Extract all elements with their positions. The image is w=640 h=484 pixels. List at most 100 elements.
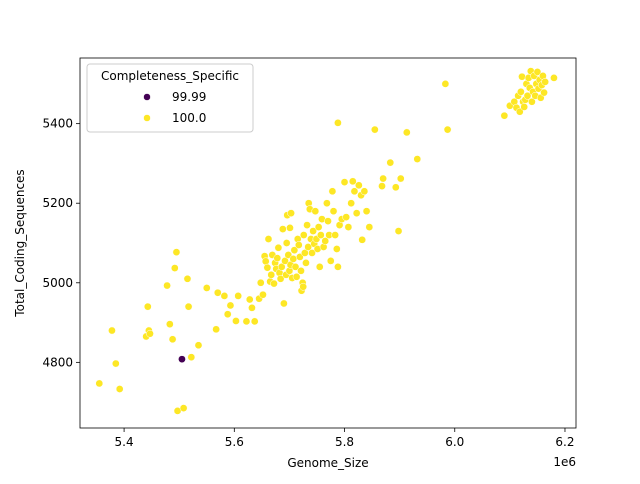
scatter-point [324, 217, 332, 225]
points-layer [95, 67, 558, 415]
scatter-point [386, 158, 395, 167]
scatter-point [309, 227, 317, 235]
scatter-point [334, 263, 342, 271]
scatter-point [234, 292, 243, 300]
scatter-point [276, 274, 285, 283]
scatter-point [170, 264, 179, 272]
scatter-point [358, 235, 367, 244]
scatter-point [168, 335, 177, 344]
legend-label-99-99: 99.99 [172, 90, 206, 104]
scatter-point [308, 249, 316, 257]
x-tick-label: 5.8 [335, 435, 354, 449]
scatter-point [413, 155, 422, 163]
scatter-point [95, 379, 104, 388]
scatter-point [518, 72, 526, 81]
scatter-point [314, 223, 323, 231]
scatter-point [261, 257, 270, 266]
y-tick-label: 5200 [42, 196, 73, 210]
scatter-point [540, 88, 548, 97]
scatter-point [391, 183, 400, 192]
scatter-point [342, 213, 351, 221]
legend-marker-99-99 [143, 93, 151, 101]
scatter-point [163, 281, 171, 290]
scatter-point [146, 329, 154, 338]
scatter-point [179, 404, 188, 412]
scatter-point [245, 295, 254, 304]
scatter-point [242, 317, 251, 326]
scatter-point [370, 125, 379, 134]
scatter-point [183, 274, 192, 283]
scatter-point [273, 254, 282, 262]
y-tick-label: 5400 [42, 117, 73, 131]
x-offset-label: 1e6 [553, 455, 576, 469]
scatter-point [256, 278, 265, 287]
scatter-point [328, 187, 337, 196]
x-tick-label: 5.4 [115, 435, 134, 449]
x-axis-label: Genome_Size [287, 456, 368, 470]
scatter-point [394, 227, 403, 235]
scatter-point [232, 317, 240, 325]
scatter-point [350, 187, 359, 196]
scatter-point [172, 248, 181, 256]
scatter-point [299, 282, 308, 291]
scatter-point [402, 128, 411, 137]
scatter-point [115, 385, 124, 393]
scatter-point [187, 353, 196, 362]
y-tick-label: 5000 [42, 276, 73, 290]
scatter-point [340, 178, 349, 186]
scatter-point [213, 288, 222, 297]
scatter-point [441, 80, 450, 88]
scatter-point [362, 207, 371, 216]
scatter-point [533, 68, 542, 76]
scatter-point [280, 299, 288, 308]
y-axis-label: Total_Coding_Sequences [13, 169, 27, 317]
scatter-point [248, 304, 256, 312]
scatter-point [212, 325, 220, 334]
y-axis: 4800 5000 5200 5400 [42, 117, 80, 369]
scatter-point [111, 359, 120, 368]
scatter-point [334, 119, 342, 127]
scatter-point [165, 320, 174, 329]
scatter-point [443, 125, 452, 134]
scatter-point [515, 107, 524, 116]
scatter-point [378, 182, 386, 190]
x-tick-label: 6.2 [555, 435, 574, 449]
scatter-point [178, 355, 186, 364]
scatter-point [297, 267, 305, 275]
scatter-point [270, 279, 278, 288]
scatter-point [220, 292, 229, 300]
scatter-point [329, 207, 338, 216]
legend-marker-100-0 [143, 114, 151, 122]
scatter-point [500, 111, 509, 120]
scatter-point [202, 284, 211, 292]
scatter-point [143, 302, 152, 311]
scatter-point [365, 223, 374, 231]
scatter-point [294, 241, 303, 249]
scatter-point [379, 174, 387, 183]
scatter-point [267, 270, 276, 279]
scatter-point [344, 223, 353, 231]
legend-title: Completeness_Specific [101, 69, 239, 83]
scatter-point [360, 187, 369, 196]
scatter-point [303, 221, 311, 229]
scatter-point [523, 91, 532, 100]
scatter-point [520, 103, 529, 111]
scatter-point [292, 272, 301, 281]
scatter-point [291, 263, 300, 271]
scatter-point [274, 243, 283, 252]
scatter-point [250, 317, 259, 326]
scatter-point [326, 257, 335, 265]
scatter-point [541, 78, 549, 86]
scatter-point [263, 263, 272, 272]
scatter-point [184, 302, 193, 311]
x-tick-label: 6.0 [445, 435, 464, 449]
scatter-point [332, 245, 341, 253]
scatter-point [287, 209, 295, 218]
scatter-point [281, 257, 289, 265]
scatter-point [323, 199, 331, 208]
scatter-point [396, 174, 405, 183]
scatter-point [550, 74, 558, 82]
scatter-point [315, 263, 324, 271]
scatter-point [347, 199, 355, 208]
